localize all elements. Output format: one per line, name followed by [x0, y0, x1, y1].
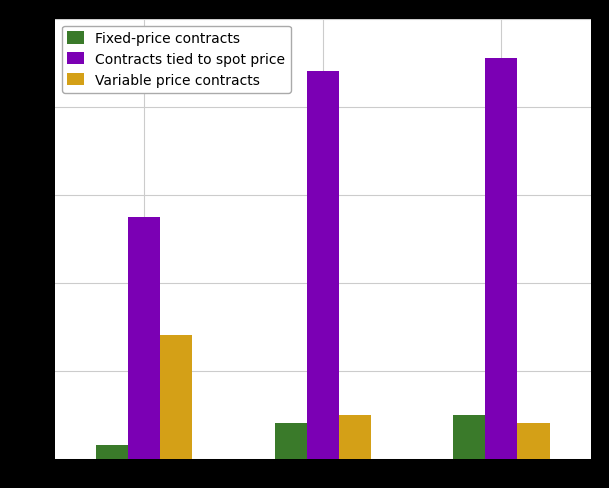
- Bar: [275, 424, 307, 459]
- Bar: [518, 424, 550, 459]
- Bar: [339, 415, 371, 459]
- Bar: [96, 446, 128, 459]
- Bar: [453, 415, 485, 459]
- Legend: Fixed-price contracts, Contracts tied to spot price, Variable price contracts: Fixed-price contracts, Contracts tied to…: [62, 26, 290, 93]
- Bar: [160, 336, 192, 459]
- Bar: [307, 72, 339, 459]
- Bar: [485, 59, 518, 459]
- Bar: [128, 217, 160, 459]
